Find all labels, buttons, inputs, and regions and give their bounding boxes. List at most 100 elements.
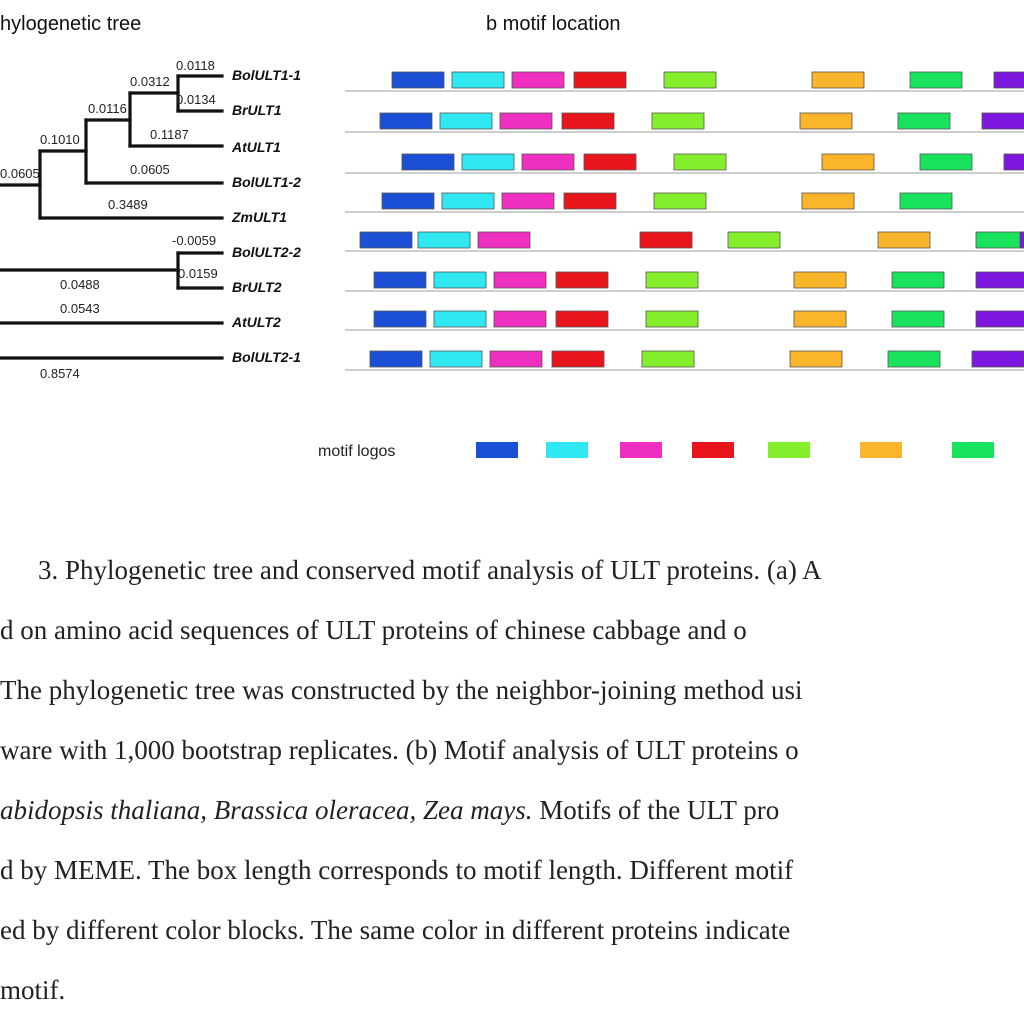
motif-block [551, 350, 605, 368]
motif-block [489, 350, 543, 368]
motif-block [391, 71, 445, 89]
motif-block [359, 231, 413, 249]
motif-block [583, 153, 637, 171]
motif-block [641, 350, 695, 368]
motif-block [441, 192, 495, 210]
branch-length-label: 0.0116 [88, 101, 127, 116]
caption-line: motif. [0, 975, 66, 1005]
motif-block [511, 71, 565, 89]
motif-block [451, 71, 505, 89]
motif-block [919, 153, 973, 171]
motif-block [373, 310, 427, 328]
motif-block [461, 153, 515, 171]
motif-block [663, 71, 717, 89]
motif-block [429, 350, 483, 368]
leaf-label: BolULT1-2 [232, 174, 301, 190]
leaf-label: AtULT2 [231, 314, 281, 330]
branch-length-label: 0.1010 [40, 132, 80, 147]
motif-block [645, 271, 699, 289]
motif-block [439, 112, 493, 130]
motif-block [981, 112, 1024, 130]
motif-block [1003, 153, 1024, 171]
caption-line: abidopsis thaliana, Brassica oleracea, Z… [0, 795, 779, 825]
motif-block [493, 310, 547, 328]
motif-block [499, 112, 553, 130]
motif-block [563, 192, 617, 210]
motif-block [891, 271, 945, 289]
motif-block [811, 71, 865, 89]
motif-block [975, 310, 1024, 328]
leaf-label: BrULT2 [232, 279, 282, 295]
caption-species: abidopsis thaliana, Brassica oleracea, Z… [0, 795, 533, 825]
motif-block [821, 153, 875, 171]
motif-block [493, 271, 547, 289]
branch-length-label: 0.0543 [60, 301, 100, 316]
branch-length-label: 0.3489 [108, 197, 148, 212]
motif-block [369, 350, 423, 368]
motif-block [645, 310, 699, 328]
leaf-label: BolULT2-2 [232, 244, 301, 260]
figure: hylogenetic tree b motif location BolULT… [0, 13, 1024, 460]
motif-block [573, 71, 627, 89]
motif-block [381, 192, 435, 210]
branch-length-label: 0.0605 [130, 162, 170, 177]
leaf-label: AtULT1 [231, 139, 281, 155]
legend-swatch [860, 442, 902, 458]
leaf-label: ZmULT1 [231, 209, 287, 225]
motif-block [727, 231, 781, 249]
motif-block [433, 310, 487, 328]
motif-block [401, 153, 455, 171]
motif-block [909, 71, 963, 89]
branch-length-label: 0.0312 [130, 74, 170, 89]
motif-block [561, 112, 615, 130]
legend-swatch [692, 442, 734, 458]
motif-block [801, 192, 855, 210]
legend-swatch [620, 442, 662, 458]
motif-block [653, 192, 707, 210]
motif-block [993, 71, 1024, 89]
motif-block [379, 112, 433, 130]
branch-length-label: 0.0488 [60, 277, 100, 292]
branch-length-label: 0.0134 [176, 92, 216, 107]
motif-block [877, 231, 931, 249]
motif-block [971, 350, 1024, 368]
phylogenetic-tree: BolULT1-1 BrULT1 AtULT1 BolULT1-2 ZmULT1… [0, 58, 301, 381]
leaf-label: BolULT2-1 [232, 349, 301, 365]
legend-swatch [546, 442, 588, 458]
caption-line: 3. Phylogenetic tree and conserved motif… [38, 555, 822, 585]
motif-block [555, 310, 609, 328]
branch-length-label: 0.0159 [178, 266, 218, 281]
motif-block [521, 153, 575, 171]
leaf-label: BolULT1-1 [232, 67, 301, 83]
legend-swatch [476, 442, 518, 458]
motif-block [899, 192, 953, 210]
legend-swatch [952, 442, 994, 458]
motif-block [555, 271, 609, 289]
legend-swatch [768, 442, 810, 458]
motif-block [673, 153, 727, 171]
motif-block [639, 231, 693, 249]
figure-caption: 3. Phylogenetic tree and conserved motif… [0, 545, 1024, 1015]
motif-location-panel [345, 71, 1024, 371]
branch-length-label: 0.0118 [176, 58, 215, 73]
motif-block [501, 192, 555, 210]
branch-length-label: 0.8574 [40, 366, 80, 381]
motif-block [897, 112, 951, 130]
caption-line: ed by different color blocks. The same c… [0, 915, 791, 945]
motif-block [975, 271, 1024, 289]
motif-block [477, 231, 531, 249]
leaf-label: BrULT1 [232, 102, 282, 118]
caption-line: d by MEME. The box length corresponds to… [0, 855, 794, 885]
branch-length-label: -0.0059 [172, 233, 216, 248]
branch-length-label: 0.0605 [0, 166, 40, 181]
caption-text: Motifs of the ULT pro [539, 795, 780, 825]
caption-line: ware with 1,000 bootstrap replicates. (b… [0, 735, 799, 765]
motif-block [433, 271, 487, 289]
caption-line: The phylogenetic tree was constructed by… [0, 675, 803, 705]
motif-block [793, 271, 847, 289]
branch-length-label: 0.1187 [150, 127, 189, 142]
motif-block [799, 112, 853, 130]
motif-legend [476, 442, 994, 458]
motif-block [789, 350, 843, 368]
panel-b-title: b motif location [486, 13, 621, 35]
